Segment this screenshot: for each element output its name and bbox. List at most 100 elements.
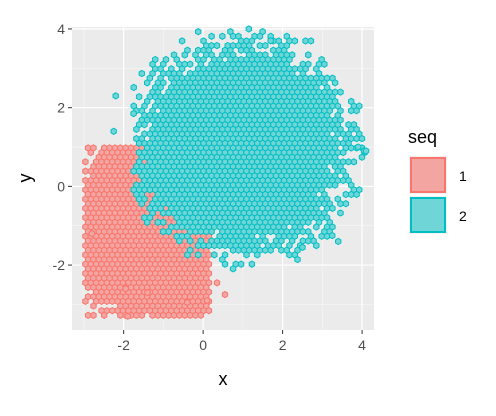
hex-bin-series-2: [211, 251, 218, 259]
hex-bin-series-2: [219, 32, 226, 40]
hex-bin-series-2: [337, 200, 344, 208]
x-tick-label: 2: [279, 337, 287, 353]
hex-bin-series-1: [90, 311, 97, 319]
hex-bin-series-2: [278, 246, 285, 254]
hex-bin-series-2: [339, 148, 347, 157]
hex-bin-series-2: [237, 260, 245, 268]
x-tick-label: 0: [199, 337, 207, 353]
hex-bin-series-1: [184, 298, 191, 307]
hex-bin-series-2: [211, 241, 218, 250]
hex-bin-series-2: [181, 51, 188, 59]
legend-title: seq: [408, 127, 437, 147]
hex-bin-series-2: [197, 227, 205, 236]
hex-bin-series-2: [173, 223, 180, 231]
hex-bin-series-2: [256, 41, 264, 50]
hex-bin-series-2: [358, 134, 366, 143]
hex-bin-series-2: [337, 88, 344, 96]
hex-bin-series-2: [353, 107, 360, 115]
legend-label: 2: [459, 208, 467, 224]
hex-bin-series-2: [331, 181, 339, 189]
hex-bin-series-2: [313, 223, 320, 231]
hex-bin-series-2: [176, 237, 183, 245]
hex-bin-series-2: [205, 241, 213, 250]
hex-bin-series-2: [216, 241, 223, 250]
hex-bin-series-1: [103, 297, 111, 306]
hex-bin-series-2: [165, 209, 172, 217]
hex-bin-series-2: [354, 143, 362, 151]
hex-bin-series-2: [254, 251, 261, 259]
hex-bin-series-2: [221, 241, 229, 250]
hex-bin-series-2: [305, 51, 312, 59]
hex-bin-series-2: [146, 186, 154, 194]
hex-bin-series-2: [302, 37, 309, 45]
hex-bin-series-2: [299, 227, 307, 236]
hex-bin-series-1: [82, 167, 89, 175]
hex-bin-series-2: [141, 120, 148, 129]
hex-bin-series-2: [323, 232, 331, 240]
hex-bin-series-2: [229, 32, 237, 40]
hex-bin-series-1: [117, 311, 124, 319]
hex-bin-series-2: [331, 79, 339, 87]
hex-bin-series-2: [337, 209, 344, 217]
hex-bin-series-2: [138, 69, 145, 78]
hex-bin-series-2: [143, 218, 151, 226]
hex-bin-series-2: [243, 251, 250, 259]
hex-bin-series-2: [165, 227, 172, 236]
hex-bin-series-2: [305, 218, 312, 226]
hex-bin-series-2: [178, 223, 186, 231]
x-axis: -2 0 2 4: [117, 330, 366, 353]
hex-bin-series-1: [149, 311, 156, 319]
x-tick-label: -2: [117, 337, 130, 353]
hex-bin-series-1: [192, 311, 199, 319]
hex-bin-series-2: [221, 260, 229, 268]
hex-bin-series-2: [203, 227, 210, 236]
legend-key-1: [410, 157, 446, 193]
hex-bin-series-2: [160, 218, 167, 226]
hex-bin-series-1: [203, 296, 211, 305]
hex-bin-series-2: [321, 60, 328, 68]
hex-bin-series-1: [101, 311, 108, 319]
hex-bin-series-2: [345, 158, 352, 166]
hex-bin-series-2: [154, 218, 162, 226]
y-tick-label: 0: [57, 178, 65, 194]
hex-bin-series-1: [138, 311, 145, 319]
hex-bin-series-2: [313, 241, 320, 250]
hex-bin-series-1: [154, 311, 162, 319]
y-axis-title: y: [15, 174, 35, 183]
hex-bin-series-2: [195, 251, 202, 259]
hex-bin-series-2: [335, 237, 342, 246]
hex-bin-series-1: [87, 148, 94, 157]
hex-bin-series-2: [353, 134, 360, 143]
hex-bin-series-2: [318, 232, 325, 240]
legend: seq 1 2: [408, 127, 467, 234]
hex-bin-series-2: [248, 260, 256, 268]
hex-bin-series-2: [229, 265, 237, 273]
hex-bin-series-1: [122, 285, 129, 293]
hex-bin-series-2: [110, 127, 117, 135]
hex-bin-series-2: [353, 190, 360, 199]
hex-bin-series-1: [90, 302, 97, 310]
hex-bin-series-2: [208, 227, 215, 236]
hex-bin-series-2: [339, 176, 347, 185]
y-tick-label: 2: [57, 100, 65, 116]
hex-bin-series-1: [144, 288, 151, 297]
hex-bin-series-2: [186, 60, 194, 68]
hex-bin-series-1: [205, 306, 213, 315]
hex-bin-series-2: [348, 190, 355, 199]
hex-bin-series-1: [160, 311, 167, 319]
hex-bin-series-1: [82, 297, 89, 306]
hex-bin-series-2: [112, 92, 119, 100]
hex-bin-series-1: [88, 229, 96, 238]
hex-bin-series-2: [195, 27, 202, 36]
hex-bin-series-2: [130, 167, 137, 175]
x-axis-title: x: [219, 369, 228, 389]
hex-bin-series-2: [305, 237, 312, 245]
hex-bin-series-2: [184, 251, 191, 259]
hex-bin-series-2: [160, 209, 167, 217]
y-tick-label: -2: [53, 257, 66, 273]
hex-bin-series-2: [235, 246, 242, 254]
hex-bin-series-2: [329, 204, 336, 213]
hex-bin-series-2: [286, 251, 293, 259]
hex-bin-series-1: [170, 311, 178, 319]
hex-bin-series-2: [299, 243, 306, 252]
